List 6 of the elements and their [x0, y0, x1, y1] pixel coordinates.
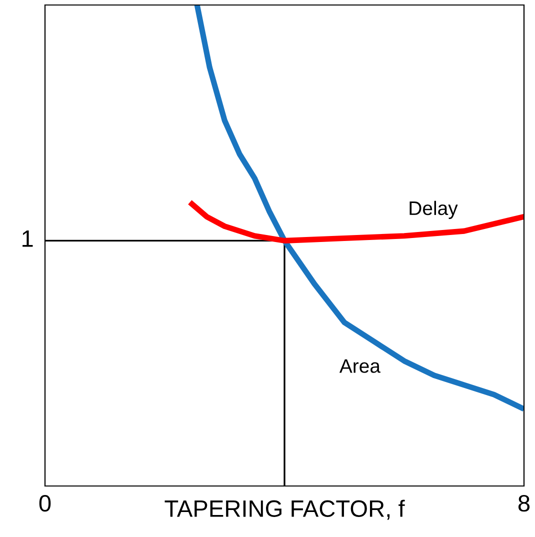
series-label: Area [339, 359, 380, 373]
x-axis-title: TAPERING FACTOR, f [164, 500, 405, 520]
annotation: 1 [22, 230, 33, 247]
series-label: Delay [410, 200, 458, 219]
x-tick-label: 0 [39, 494, 51, 512]
x-tick-label: 8 [518, 494, 530, 512]
